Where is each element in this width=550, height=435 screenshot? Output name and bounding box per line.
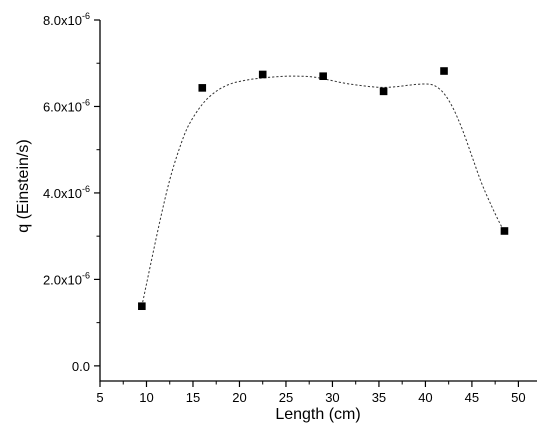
- x-tick-label: 30: [325, 390, 339, 405]
- x-tick-label: 10: [139, 390, 153, 405]
- data-point: [440, 67, 448, 75]
- fit-curve-group: [141, 75, 505, 307]
- data-point: [500, 227, 509, 235]
- x-tick-label: 35: [372, 390, 386, 405]
- x-axis-title: Length (cm): [275, 406, 360, 423]
- y-tick-label: 2.0x10-6: [43, 270, 90, 287]
- y-tick-label: 6.0x10-6: [43, 97, 90, 114]
- axis-frame: [99, 20, 537, 382]
- y-tick-exponent: -6: [82, 184, 90, 194]
- axes-group: 5 10 15 20 25 30 35 40 45 50 0.0 2.0x10-6 4.0x10-6 6.…: [43, 11, 537, 405]
- x-tick-label: 50: [511, 390, 525, 405]
- data-point: [258, 70, 267, 79]
- x-tick-label: 40: [418, 390, 432, 405]
- y-tick-label: 4.0x10-6: [43, 184, 90, 201]
- y-axis-title: q (Einstein/s): [15, 139, 32, 232]
- x-tick-label: 25: [279, 390, 293, 405]
- data-point: [198, 84, 207, 92]
- y-tick-exponent: -6: [82, 11, 90, 21]
- x-tick-label: 20: [232, 390, 246, 405]
- data-point: [379, 87, 388, 96]
- y-tick-exponent: -6: [82, 270, 90, 280]
- fit-curve: [141, 75, 505, 307]
- y-tick-label: 0.0: [72, 359, 90, 374]
- data-point: [319, 72, 327, 81]
- y-tick-label: 8.0x10-6: [43, 11, 90, 28]
- x-tick-label: 15: [186, 390, 200, 405]
- x-tick-label: 45: [465, 390, 479, 405]
- x-tick-label: 5: [96, 390, 103, 405]
- data-points-group: [138, 67, 509, 311]
- y-tick-exponent: -6: [82, 97, 90, 107]
- data-point: [138, 302, 146, 311]
